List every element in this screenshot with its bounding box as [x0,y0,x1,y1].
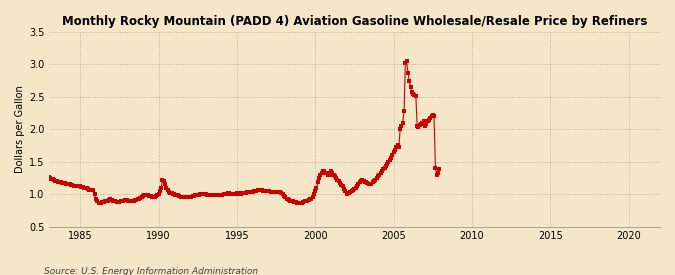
Title: Monthly Rocky Mountain (PADD 4) Aviation Gasoline Wholesale/Resale Price by Refi: Monthly Rocky Mountain (PADD 4) Aviation… [61,15,647,28]
Y-axis label: Dollars per Gallon: Dollars per Gallon [15,86,25,173]
Text: Source: U.S. Energy Information Administration: Source: U.S. Energy Information Administ… [44,267,258,275]
